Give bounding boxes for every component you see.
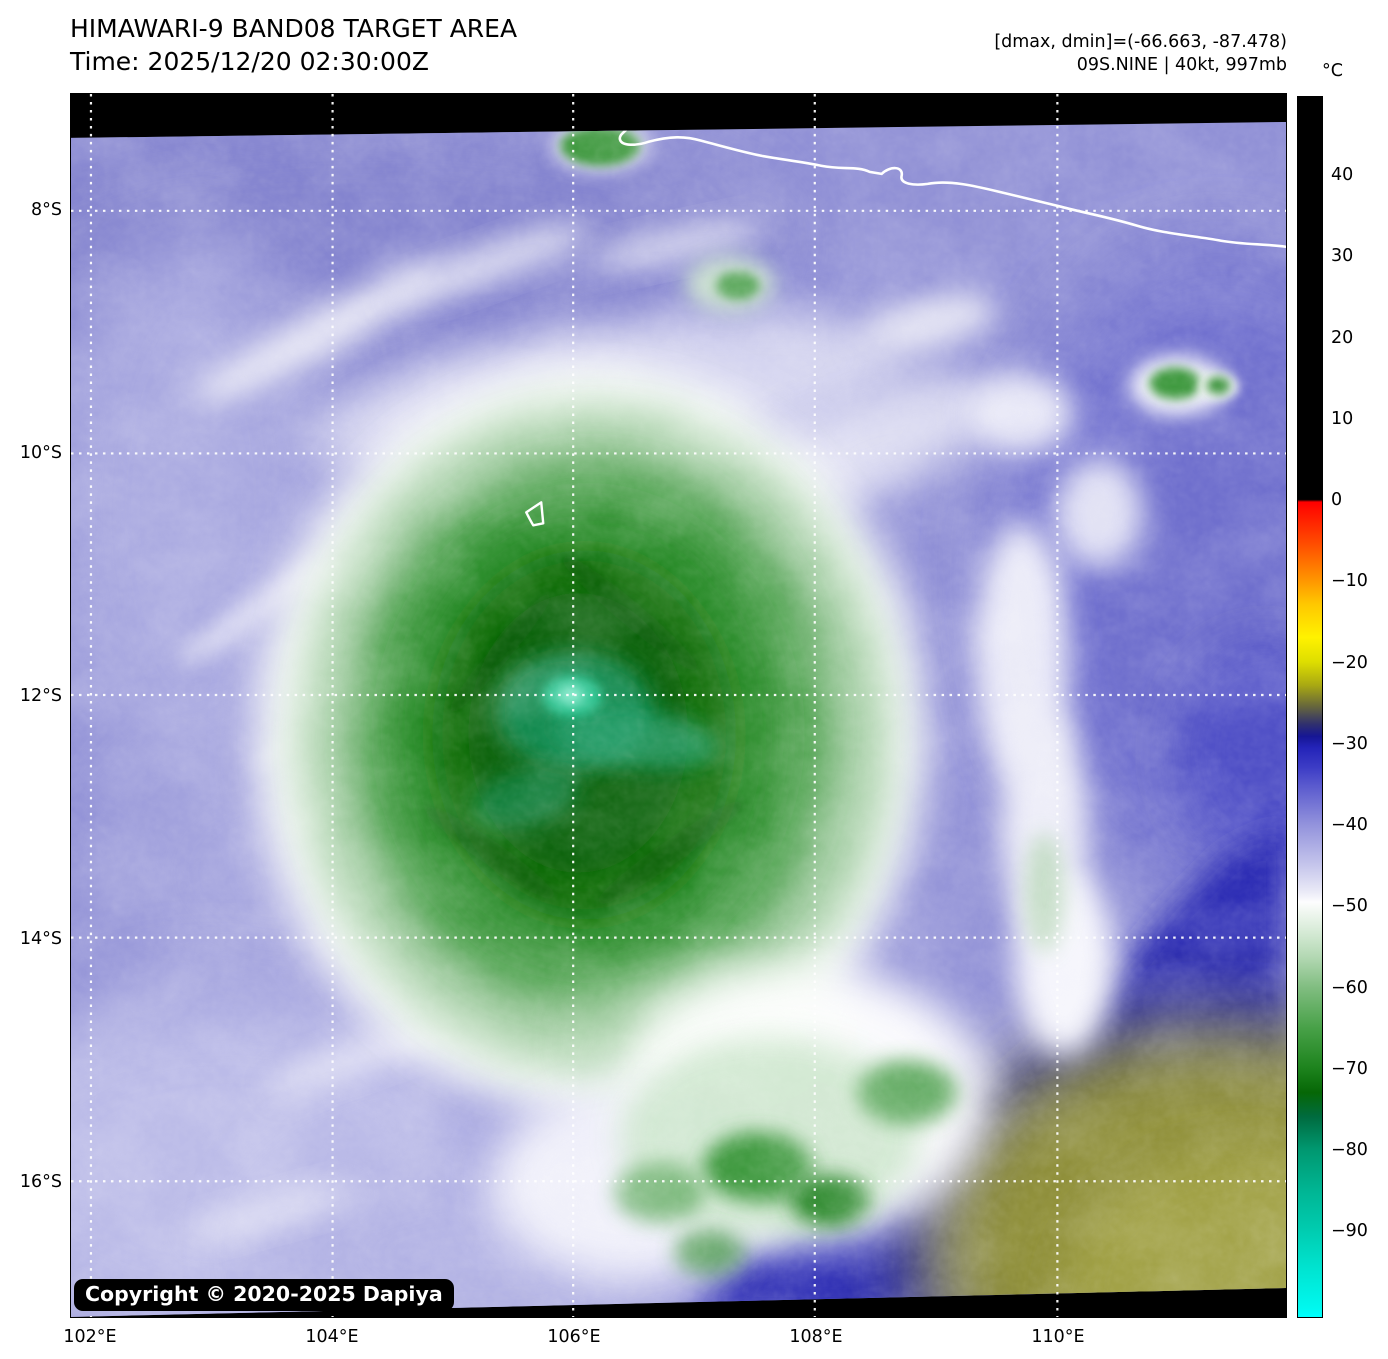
- cloud-field: [71, 121, 1286, 1317]
- gridlines: [71, 94, 1286, 1317]
- y-axis-tick-label: 8°S: [31, 200, 62, 220]
- storm-annotation: 09S.NINE | 40kt, 997mb: [1076, 55, 1287, 75]
- satellite-scene: [71, 94, 1286, 1317]
- x-axis-tick-label: 108°E: [789, 1327, 843, 1347]
- colorbar-tick-label: −70: [1331, 1058, 1368, 1079]
- copyright-badge: Copyright © 2020-2025 Dapiya: [74, 1279, 454, 1311]
- x-axis-tick-label: 110°E: [1031, 1327, 1085, 1347]
- colorbar-tick-label: −20: [1331, 652, 1368, 673]
- colorbar-tick-label: 10: [1331, 408, 1354, 429]
- colorbar-tick-label: −10: [1331, 571, 1368, 592]
- plot-time: Time: 2025/12/20 02:30:00Z: [70, 47, 429, 76]
- x-axis-tick-label: 106°E: [547, 1327, 601, 1347]
- y-axis-tick-label: 12°S: [19, 686, 62, 706]
- island-outline: [525, 501, 545, 527]
- x-axis-tick-label: 102°E: [63, 1327, 117, 1347]
- dmax-dmin-annotation: [dmax, dmin]=(-66.663, -87.478): [994, 32, 1287, 52]
- colorbar-tick-label: −30: [1331, 733, 1368, 754]
- colorbar-tick-label: −90: [1331, 1221, 1368, 1242]
- colorbar-tick-label: −60: [1331, 977, 1368, 998]
- colorbar: [1297, 96, 1323, 1318]
- x-axis-tick-label: 104°E: [305, 1327, 359, 1347]
- colorbar-tick-label: 30: [1331, 246, 1354, 267]
- colorbar-tick-label: 40: [1331, 165, 1354, 185]
- colorbar-tick-label: −40: [1331, 815, 1368, 835]
- y-axis-tick-label: 14°S: [19, 929, 62, 949]
- plot-title: HIMAWARI-9 BAND08 TARGET AREA: [70, 14, 518, 43]
- y-axis-tick-label: 16°S: [19, 1172, 62, 1192]
- colorbar-unit-label: °C: [1322, 61, 1343, 81]
- colorbar-tick-label: 20: [1331, 327, 1354, 348]
- satellite-map: Copyright © 2020-2025 Dapiya: [70, 93, 1287, 1318]
- coastline-java: [618, 121, 1286, 249]
- colorbar-tick-label: 0: [1331, 490, 1343, 510]
- colorbar-tick-label: −50: [1331, 896, 1368, 917]
- colorbar-tick-label: −80: [1331, 1140, 1368, 1160]
- y-axis-tick-label: 10°S: [19, 443, 62, 463]
